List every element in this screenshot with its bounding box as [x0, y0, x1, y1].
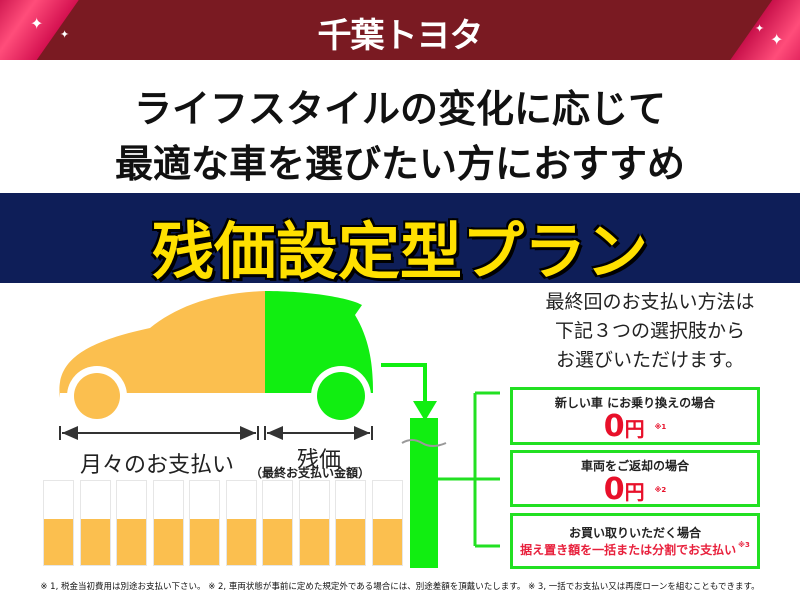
- header-banner: ✦ ✦ ✦ ✦ 千葉トヨタ: [0, 0, 800, 60]
- monthly-payment-bar: [152, 480, 184, 566]
- monthly-payment-fill: [153, 518, 183, 565]
- sparkle-icon: ✦: [770, 30, 784, 49]
- sparkle-icon: ✦: [755, 22, 765, 35]
- option-title: 新しい車 にお乗り換えの場合: [554, 396, 716, 410]
- plan-title-band: 残価設定型プラン: [0, 193, 800, 288]
- monthly-payment-fill: [226, 518, 256, 565]
- sparkle-icon: ✦: [60, 28, 70, 41]
- monthly-payment-bar: [298, 480, 330, 566]
- flow-arrow: [381, 363, 427, 411]
- monthly-payment-fill: [80, 518, 110, 565]
- option-detail: 据え置き額を一括または分割でお支払い ※3: [520, 541, 750, 557]
- residual-sublabel: （最終お支払い金額）: [250, 466, 371, 480]
- footnote: ※ 1, 税金当初費用は別途お支払い下さい。 ※ 2, 車両状態が事前に定めた規…: [40, 582, 760, 592]
- intro-line3: お選びいただけます。: [555, 349, 745, 371]
- option-connector-lines: [438, 391, 500, 548]
- wheel-rear: [317, 372, 365, 420]
- monthly-payment-fill: [44, 518, 73, 565]
- option-amount: 0円 ※1: [603, 409, 667, 444]
- plan-title: 残価設定型プラン: [151, 215, 648, 288]
- sparkle-icon: ✦: [30, 14, 44, 33]
- monthly-payment-bar: [262, 480, 293, 566]
- monthly-payment-bar: [335, 480, 366, 566]
- monthly-payment-fill: [117, 518, 146, 565]
- monthly-payment-fill: [372, 518, 402, 565]
- monthly-label: 月々のお支払い: [80, 453, 235, 478]
- option-return: 車両をご返却の場合 0円 ※2: [510, 450, 760, 507]
- monthly-payment-fill: [190, 518, 219, 565]
- monthly-payment-bar: [371, 480, 403, 566]
- logo: 千葉トヨタ: [317, 16, 484, 56]
- monthly-payment-bar: [79, 480, 111, 566]
- monthly-payment-bar: [116, 480, 147, 566]
- monthly-payment-bar: [225, 480, 257, 566]
- monthly-payment-bar: [43, 480, 74, 566]
- residual-label: 残価: [297, 448, 342, 473]
- option-trade-in: 新しい車 にお乗り換えの場合 0円 ※1: [510, 387, 760, 445]
- arrow-head: [413, 401, 437, 421]
- wheel-front: [74, 373, 120, 419]
- option-amount: 0円 ※2: [603, 472, 667, 507]
- intro-line2: 下記３つの選択肢から: [554, 320, 745, 342]
- monthly-payment-fill: [299, 518, 329, 565]
- intro-line1: 最終回のお支払い方法は: [545, 291, 755, 313]
- option-buyout: お買い取りいただく場合 据え置き額を一括または分割でお支払い ※3: [510, 513, 760, 569]
- headline-line1: ライフスタイルの変化に応じて: [133, 87, 666, 131]
- car-diagram: [59, 291, 500, 568]
- option-title: お買い取りいただく場合: [568, 526, 701, 540]
- monthly-payment-fill: [263, 518, 292, 565]
- monthly-span-arrow: [59, 426, 373, 440]
- headline-line2: 最適な車を選びたい方におすすめ: [114, 142, 685, 186]
- option-title: 車両をご返却の場合: [580, 459, 689, 473]
- monthly-payment-bar: [189, 480, 220, 566]
- monthly-payment-fill: [336, 518, 365, 565]
